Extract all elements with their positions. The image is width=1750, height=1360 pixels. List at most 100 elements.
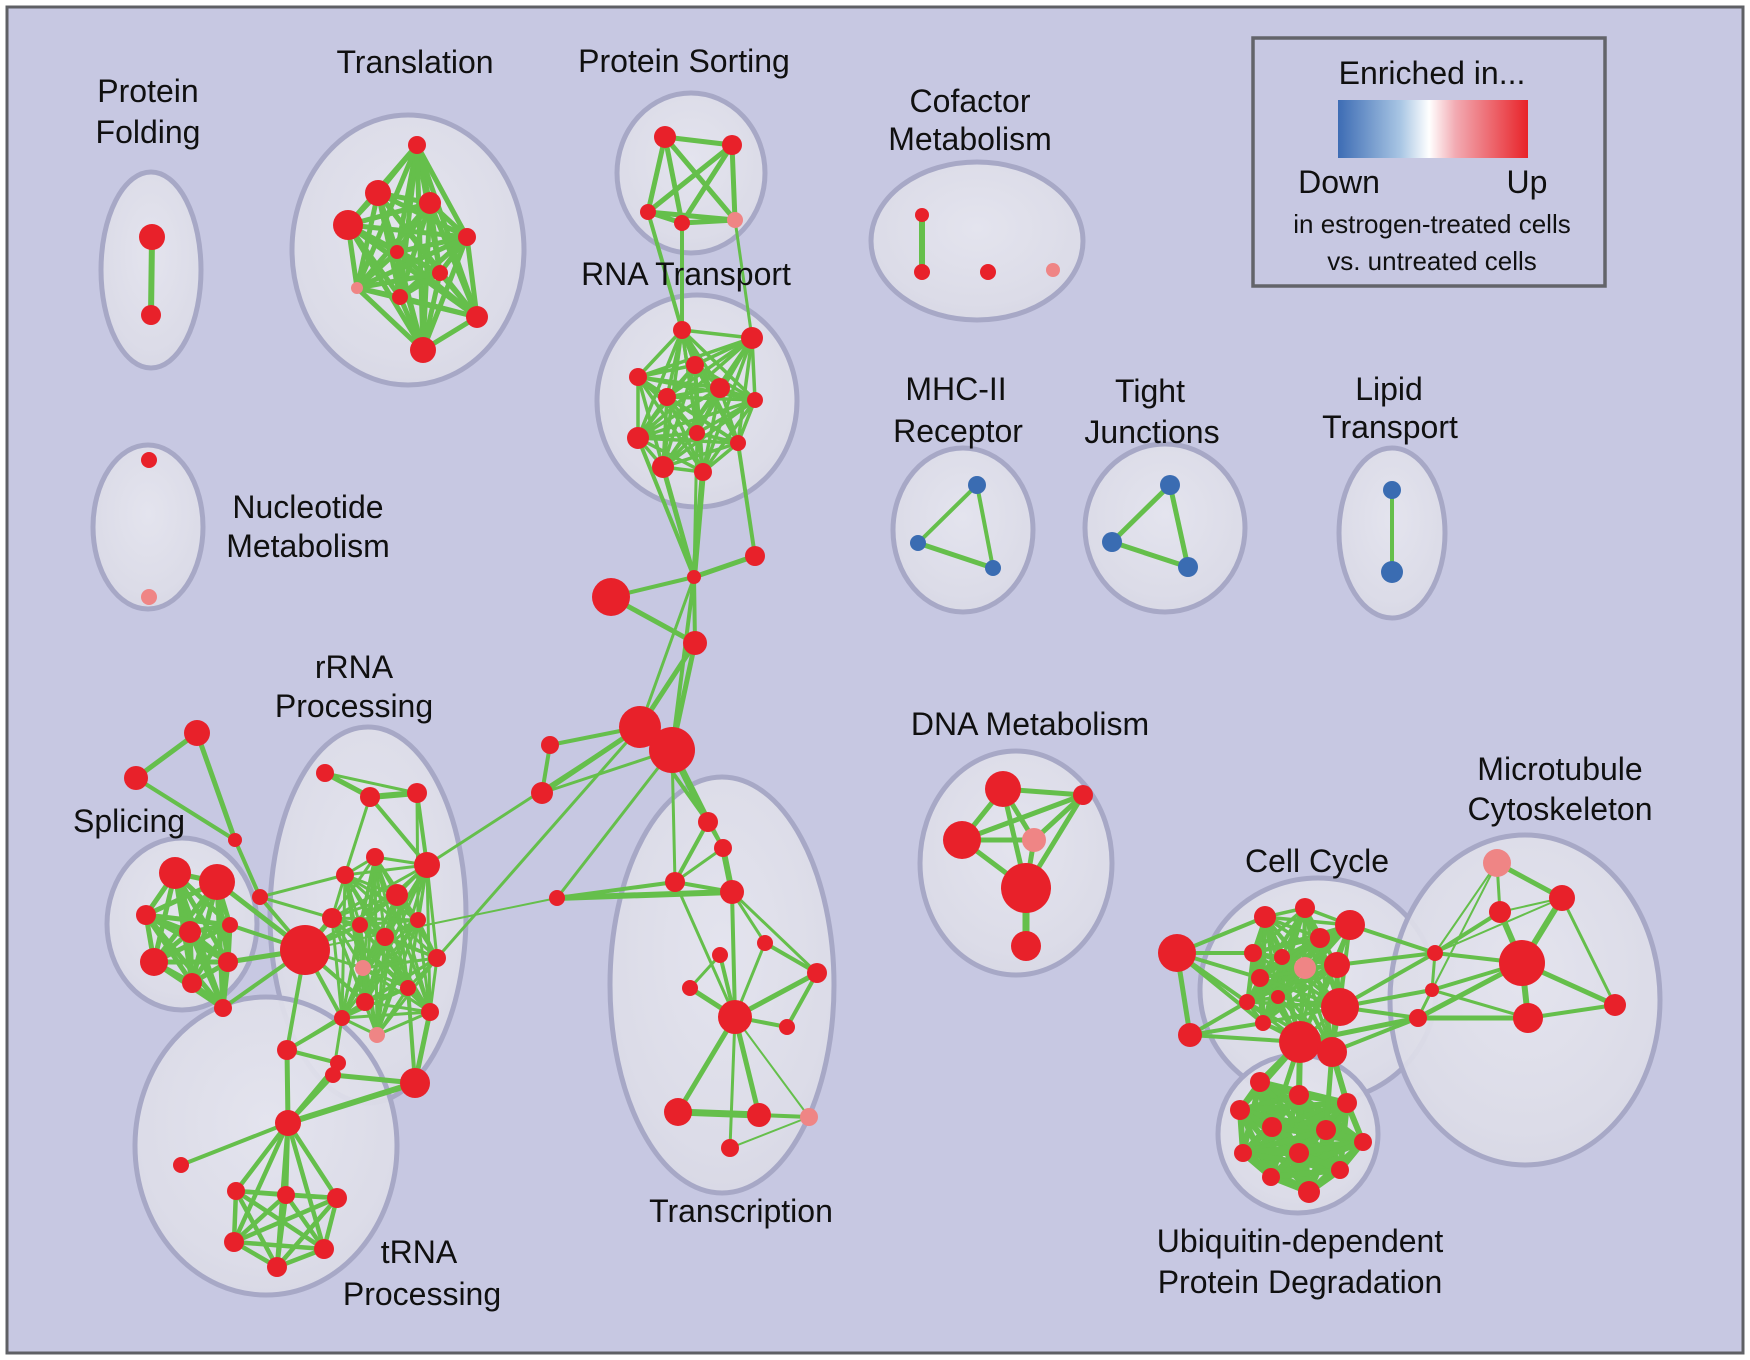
edge-t1-t5 xyxy=(414,142,470,240)
edge-tj1-tj2 xyxy=(1109,482,1173,545)
edge-r17-r18 xyxy=(375,1010,432,1037)
edge-rt1-rt8 xyxy=(636,328,684,440)
edge-j1-h2 xyxy=(670,575,696,752)
gene-set-node-u10 xyxy=(1331,1161,1349,1179)
gene-set-node-b1 xyxy=(541,736,559,754)
legend-gradient-bar xyxy=(1338,100,1528,158)
gene-set-node-r7 xyxy=(386,884,408,906)
gene-set-node-mt1 xyxy=(1483,849,1511,877)
gene-set-node-lt1 xyxy=(1383,481,1401,499)
gene-set-node-rt8 xyxy=(627,427,649,449)
gene-set-node-tnh xyxy=(275,1110,301,1136)
edge-r10-r17 xyxy=(375,935,387,1037)
edge-rt1-rt2 xyxy=(680,328,754,340)
cluster-label: Protein xyxy=(97,73,198,109)
edge-r8-r11 xyxy=(330,916,420,922)
edge-rt5-rt11 xyxy=(661,395,669,469)
cluster-label: Protein Degradation xyxy=(1158,1264,1443,1300)
edge-b3-h2 xyxy=(555,748,674,900)
edge-r12-r18 xyxy=(361,966,432,1014)
cluster-label: Receptor xyxy=(893,413,1023,449)
edge-rt11-j1 xyxy=(660,464,697,580)
gene-set-node-d3 xyxy=(1073,785,1093,805)
gene-set-node-t5 xyxy=(458,228,476,246)
gene-set-node-tn5 xyxy=(314,1239,334,1259)
edge-t4-t5 xyxy=(345,222,470,240)
edge-t8-t11 xyxy=(354,285,426,353)
cluster-label: rRNA xyxy=(315,649,394,685)
gene-set-node-jm1 xyxy=(1427,945,1443,961)
gene-set-node-d6 xyxy=(1011,931,1041,961)
gene-set-node-c6 xyxy=(1310,928,1330,948)
edge-rt2-rt10 xyxy=(736,336,754,445)
gene-set-node-h2 xyxy=(649,727,695,773)
cluster-ellipse-protein-sorting xyxy=(614,90,768,256)
gene-set-node-m1 xyxy=(968,476,986,494)
gene-set-node-r3 xyxy=(407,783,427,803)
edge-x1-r8 xyxy=(258,895,334,920)
gene-set-node-u11 xyxy=(1262,1168,1280,1186)
gene-set-node-c3 xyxy=(1254,906,1276,928)
cluster-label: Metabolism xyxy=(226,528,390,564)
edge-rt7-rt11 xyxy=(661,398,757,469)
edge-tnh-tn1 xyxy=(233,1120,291,1194)
gene-set-node-pf1 xyxy=(139,224,165,250)
gene-set-node-m2 xyxy=(910,535,926,551)
edge-j1-h1 xyxy=(638,575,696,729)
gene-set-node-r21 xyxy=(400,1068,430,1098)
edge-tnh-tn3 xyxy=(285,1120,340,1201)
gene-set-node-c10 xyxy=(1324,952,1350,978)
edge-m2-m3 xyxy=(915,540,996,571)
cluster-label: Translation xyxy=(336,44,493,80)
edge-t7-t8 xyxy=(354,270,443,291)
gene-set-node-d5 xyxy=(1001,863,1051,913)
gene-set-node-r14 xyxy=(400,980,416,996)
gene-set-node-c8 xyxy=(1274,949,1290,965)
gene-set-node-tc xyxy=(665,872,685,892)
gene-set-node-mt6 xyxy=(1513,1003,1543,1033)
gene-set-node-u3 xyxy=(1230,1100,1250,1120)
edge-m1-m2 xyxy=(916,483,979,545)
cluster-label: Transport xyxy=(1322,409,1458,445)
gene-set-node-c5 xyxy=(1335,910,1365,940)
gene-set-node-r10 xyxy=(376,928,394,946)
gene-set-node-b2 xyxy=(531,782,553,804)
gene-set-node-s9 xyxy=(214,999,232,1017)
gene-set-node-rt9 xyxy=(689,425,705,441)
cluster-label: Nucleotide xyxy=(232,489,383,525)
cluster-label: Ubiquitin-dependent xyxy=(1157,1223,1444,1259)
gene-set-node-r17 xyxy=(369,1027,385,1043)
edge-rt2-rt12 xyxy=(701,336,754,474)
cluster-label: tRNA xyxy=(381,1234,458,1270)
gene-set-node-tn3 xyxy=(327,1188,347,1208)
gene-set-node-cm2 xyxy=(914,264,930,280)
gene-set-node-td xyxy=(720,880,744,904)
gene-set-node-r16 xyxy=(334,1010,350,1026)
gene-set-node-r9 xyxy=(352,917,368,933)
edge-rt9-j1 xyxy=(692,431,699,579)
gene-set-node-tm xyxy=(747,1103,771,1127)
gene-set-node-c14 xyxy=(1321,988,1359,1026)
gene-set-node-r12 xyxy=(355,960,371,976)
legend: Enriched in... Down Up in estrogen-treated … xyxy=(1251,36,1607,288)
gene-set-node-r2 xyxy=(360,787,380,807)
edge-r15-r18 xyxy=(363,1000,432,1014)
edge-mt2-mt5 xyxy=(1560,896,1617,1007)
gene-set-node-L1 xyxy=(592,578,630,616)
gene-set-node-c1 xyxy=(1158,934,1196,972)
gene-set-node-tn0 xyxy=(173,1157,189,1173)
gene-set-node-rt2 xyxy=(741,327,763,349)
edge-b3-td xyxy=(554,889,735,901)
legend-box xyxy=(1251,36,1607,288)
edge-rt10-rt11 xyxy=(661,441,740,469)
gene-set-node-ps4 xyxy=(674,215,690,231)
gene-set-node-tj2 xyxy=(1102,532,1122,552)
edge-tn2-tn4 xyxy=(231,1192,289,1245)
edge-c6-c7 xyxy=(1251,936,1322,955)
gene-set-node-t9 xyxy=(392,289,408,305)
edge-r5-r6 xyxy=(343,863,429,877)
edge-tnh-tn5 xyxy=(285,1120,327,1252)
cluster-label: Cytoskeleton xyxy=(1468,791,1653,827)
gene-set-node-s6 xyxy=(140,948,168,976)
